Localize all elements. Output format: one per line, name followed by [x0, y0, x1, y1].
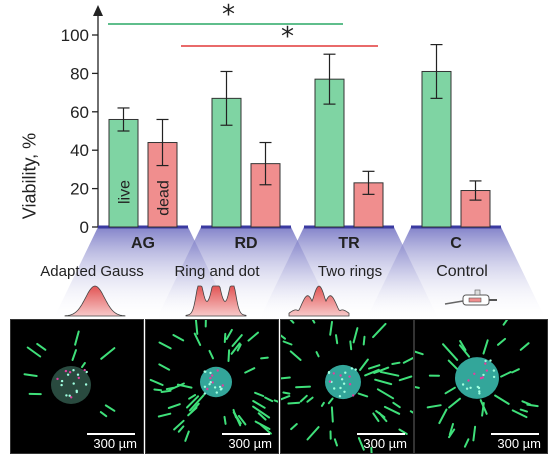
scale-bar [87, 433, 135, 435]
y-axis-arrow [93, 5, 103, 16]
series-label-dead: dead [156, 180, 173, 216]
cell-cluster [23, 330, 116, 418]
funnel-c [366, 227, 546, 320]
cell-cluster [281, 320, 413, 453]
y-tick-label: 40 [70, 141, 89, 160]
beam-profiles [64, 285, 497, 317]
significance-markers: ** [108, 0, 378, 52]
cell-cluster [149, 320, 278, 442]
group-name-c: Control [436, 263, 488, 280]
cell-cluster [415, 320, 539, 448]
y-tick-label: 100 [61, 26, 89, 45]
scale-bar-label: 300 µm [363, 436, 407, 451]
y-axis-label: Viability, % [19, 132, 40, 220]
significance-asterisk-1: * [222, 0, 235, 30]
series-label-live: live [117, 180, 134, 204]
scale-bar [491, 433, 539, 435]
microscopy-panel-rd: 300 µm [145, 319, 279, 454]
microscopy-panel-c: 300 µm [414, 319, 548, 454]
chart-bars: live dead [108, 43, 491, 228]
bar-live-tr [314, 78, 345, 228]
group-code-ag: AG [131, 235, 155, 252]
ring-dot-profile [185, 285, 247, 317]
y-tick-label: 0 [80, 218, 89, 237]
y-tick-label: 80 [70, 64, 89, 83]
scale-bar [357, 433, 405, 435]
y-tick-label: 20 [70, 180, 89, 199]
group-name-tr: Two rings [317, 263, 383, 280]
microscopy-panel-ag: 300 µm [10, 319, 144, 454]
group-name-ag: Adapted Gauss [40, 263, 144, 280]
y-tick-label: 60 [70, 103, 89, 122]
group-code-rd: RD [234, 235, 258, 252]
scale-bar [222, 433, 270, 435]
group-code-c: C [450, 235, 462, 252]
group-code-tr: TR [338, 235, 360, 252]
scale-bar-label: 300 µm [228, 436, 272, 451]
significance-asterisk-2: * [281, 22, 294, 52]
microscopy-panel-tr: 300 µm [280, 319, 414, 454]
scale-bar-label: 300 µm [93, 436, 137, 451]
bar-live-ag [108, 118, 139, 228]
two-rings-profile [288, 285, 350, 317]
scale-bar-label: 300 µm [497, 436, 541, 451]
gauss-profile [64, 285, 126, 317]
group-name-rd: Ring and dot [174, 263, 260, 280]
pipette-icon [444, 289, 497, 306]
bar-dead-ag [147, 142, 178, 228]
